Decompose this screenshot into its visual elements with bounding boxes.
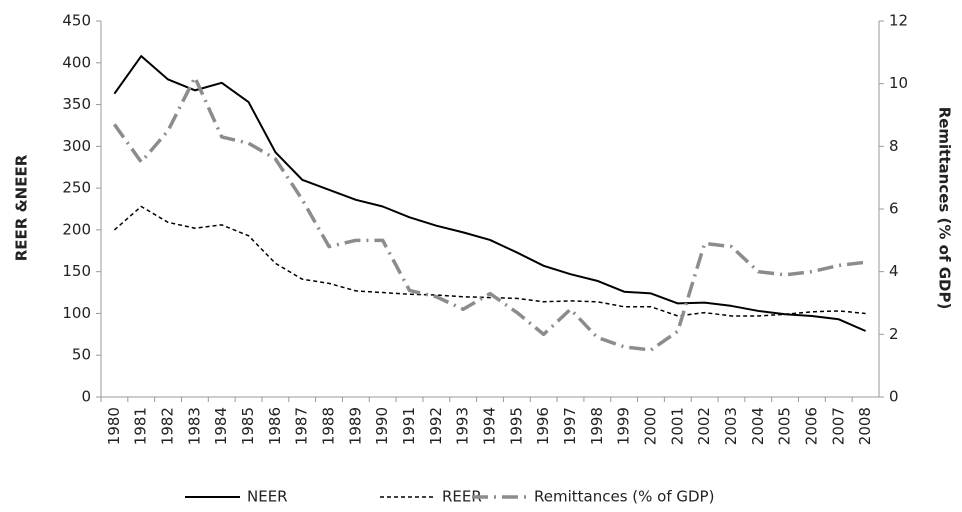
series-line bbox=[113, 205, 866, 317]
x-tick-label: 1986 bbox=[266, 407, 284, 445]
x-tick-label: 1992 bbox=[427, 407, 445, 445]
x-tick-label: 2008 bbox=[856, 407, 874, 445]
y-tick-label: 250 bbox=[62, 179, 91, 197]
x-tick-label: 1997 bbox=[561, 407, 579, 445]
x-tick-label: 2002 bbox=[695, 407, 713, 445]
x-tick-label: 2004 bbox=[749, 407, 767, 445]
y-tick-label: 400 bbox=[62, 53, 91, 71]
y-tick-label: 150 bbox=[62, 262, 91, 280]
y-tick-label: 0 bbox=[81, 388, 91, 406]
x-tick-label: 1984 bbox=[212, 407, 230, 445]
y-tick-label: 50 bbox=[72, 346, 91, 364]
x-tick-label: 1981 bbox=[132, 407, 150, 445]
x-tick-label: 1989 bbox=[346, 407, 364, 445]
x-tick-label: 1990 bbox=[373, 407, 391, 445]
x-tick-label: 2001 bbox=[668, 407, 686, 445]
y-axis-label: REER &NEER bbox=[13, 154, 31, 261]
x-tick-label: 1988 bbox=[320, 407, 338, 445]
x-tick-label: 1983 bbox=[185, 407, 203, 445]
y2-tick-label: 2 bbox=[889, 325, 899, 343]
x-tick-label: 1998 bbox=[588, 407, 606, 445]
x-tick-label: 2005 bbox=[776, 407, 794, 445]
x-tick-label: 2006 bbox=[802, 407, 820, 445]
x-tick-label: 1987 bbox=[293, 407, 311, 445]
x-tick-label: 1993 bbox=[454, 407, 472, 445]
y2-tick-label: 6 bbox=[889, 200, 899, 218]
x-tick-label: 1980 bbox=[105, 407, 123, 445]
x-tick-label: 1985 bbox=[239, 407, 257, 445]
x-tick-label: 2000 bbox=[641, 407, 659, 445]
x-tick-label: 1991 bbox=[400, 407, 418, 445]
x-tick-label: 1995 bbox=[507, 407, 525, 445]
series-line bbox=[112, 75, 866, 352]
y2-axis-label: Remittances (% of GDP) bbox=[936, 107, 954, 310]
y2-tick-label: 12 bbox=[889, 12, 908, 30]
y-tick-label: 100 bbox=[62, 304, 91, 322]
legend-label: Remittances (% of GDP) bbox=[534, 488, 714, 506]
y2-tick-label: 4 bbox=[889, 262, 899, 280]
legend-label: NEER bbox=[247, 488, 288, 506]
y-tick-label: 200 bbox=[62, 220, 91, 238]
y-tick-label: 450 bbox=[62, 12, 91, 30]
x-tick-label: 1996 bbox=[534, 407, 552, 445]
y2-tick-label: 0 bbox=[889, 388, 899, 406]
legend-label: REER bbox=[442, 488, 482, 506]
y2-tick-label: 8 bbox=[889, 137, 899, 155]
x-tick-label: 1994 bbox=[481, 407, 499, 445]
y2-tick-label: 10 bbox=[889, 74, 908, 92]
x-tick-label: 2003 bbox=[722, 407, 740, 445]
x-tick-label: 2007 bbox=[829, 407, 847, 445]
y-tick-label: 350 bbox=[62, 95, 91, 113]
y-tick-label: 300 bbox=[62, 137, 91, 155]
x-tick-label: 1999 bbox=[615, 407, 633, 445]
series-line bbox=[113, 55, 866, 332]
x-tick-label: 1982 bbox=[159, 407, 177, 445]
